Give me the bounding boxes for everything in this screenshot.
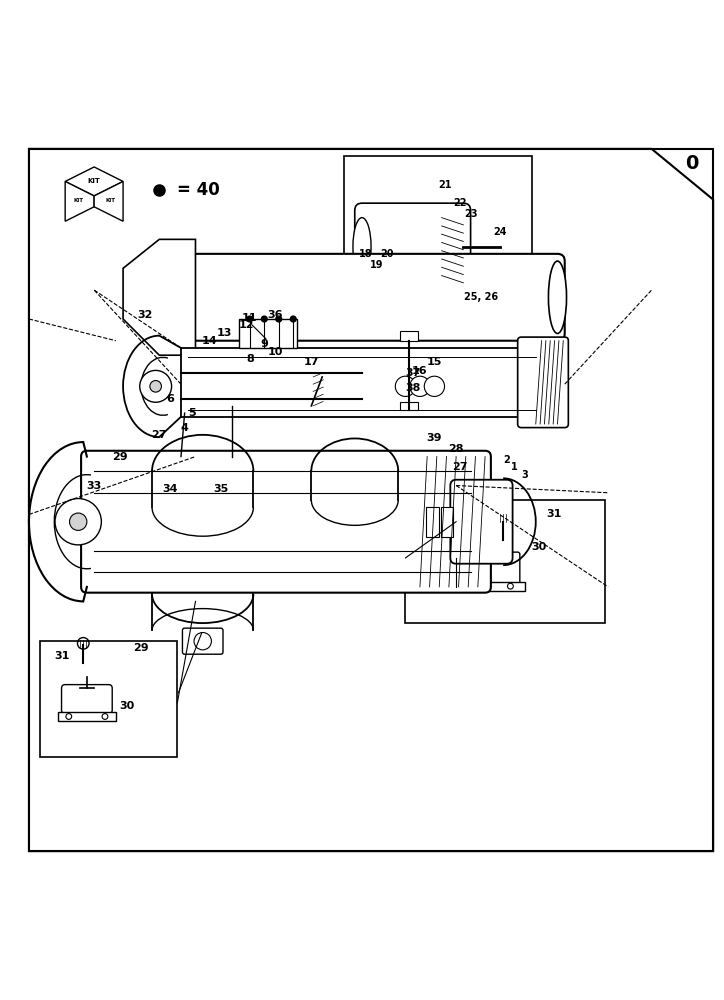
Text: KIT: KIT [88, 178, 101, 184]
Circle shape [290, 316, 296, 322]
FancyBboxPatch shape [518, 337, 568, 428]
FancyBboxPatch shape [81, 451, 491, 593]
Text: 29: 29 [133, 643, 149, 653]
Text: 30: 30 [119, 701, 135, 711]
Text: 35: 35 [213, 484, 229, 494]
Circle shape [150, 381, 161, 392]
Text: 4: 4 [181, 423, 188, 433]
FancyBboxPatch shape [426, 507, 439, 537]
Ellipse shape [549, 261, 566, 333]
Circle shape [55, 499, 101, 545]
Text: 38: 38 [405, 383, 421, 393]
Text: 37: 37 [405, 368, 421, 378]
Text: 15: 15 [426, 357, 442, 367]
Text: 32: 32 [137, 310, 153, 320]
Bar [239, 319, 297, 348]
FancyBboxPatch shape [62, 685, 112, 714]
Text: 5: 5 [188, 408, 195, 418]
Text: 34: 34 [162, 484, 178, 494]
Text: 1: 1 [510, 462, 518, 472]
FancyBboxPatch shape [181, 348, 543, 417]
Text: 31: 31 [546, 509, 562, 519]
Polygon shape [405, 500, 605, 623]
Text: 29: 29 [111, 452, 127, 462]
Circle shape [70, 513, 87, 530]
Bar [58, 712, 116, 721]
Text: 27: 27 [151, 430, 167, 440]
Text: 39: 39 [426, 433, 442, 443]
Text: 33: 33 [86, 481, 102, 491]
Text: 30: 30 [531, 542, 547, 552]
Text: 6: 6 [167, 394, 174, 404]
Text: = 40: = 40 [177, 181, 220, 199]
Polygon shape [344, 156, 532, 323]
Circle shape [424, 376, 445, 396]
Circle shape [395, 376, 416, 396]
Text: 14: 14 [202, 336, 218, 346]
Text: 17: 17 [303, 357, 319, 367]
Text: 11: 11 [242, 313, 258, 323]
Text: 9: 9 [261, 339, 268, 349]
FancyBboxPatch shape [450, 480, 513, 564]
Text: 31: 31 [54, 651, 70, 661]
FancyBboxPatch shape [458, 552, 520, 585]
Polygon shape [123, 239, 195, 355]
FancyBboxPatch shape [182, 628, 223, 654]
Text: 0: 0 [685, 154, 698, 173]
Ellipse shape [353, 218, 371, 276]
Circle shape [194, 632, 211, 650]
Circle shape [247, 316, 253, 322]
Text: 28: 28 [448, 444, 464, 454]
Text: 16: 16 [412, 366, 428, 376]
Polygon shape [65, 181, 94, 221]
Text: 24: 24 [493, 227, 506, 237]
Polygon shape [65, 167, 123, 196]
Circle shape [276, 316, 282, 322]
Text: 36: 36 [267, 310, 283, 320]
Circle shape [410, 376, 430, 396]
Text: 8: 8 [246, 354, 253, 364]
FancyBboxPatch shape [400, 402, 418, 410]
FancyBboxPatch shape [174, 254, 565, 341]
Circle shape [140, 370, 172, 402]
Text: 10: 10 [267, 347, 283, 357]
Text: 21: 21 [439, 180, 452, 190]
Text: 3: 3 [521, 470, 529, 480]
Text: 18: 18 [359, 249, 372, 259]
Text: 25, 26: 25, 26 [464, 292, 499, 302]
FancyBboxPatch shape [400, 331, 418, 341]
Text: 2: 2 [503, 455, 510, 465]
Bar [452, 582, 525, 590]
Text: 27: 27 [452, 462, 468, 472]
Text: KIT: KIT [73, 198, 83, 203]
FancyBboxPatch shape [441, 507, 453, 537]
Text: 22: 22 [453, 198, 467, 208]
FancyBboxPatch shape [355, 203, 471, 290]
Circle shape [261, 316, 267, 322]
Text: 20: 20 [381, 249, 394, 259]
Text: 13: 13 [216, 328, 232, 338]
Polygon shape [40, 641, 177, 757]
Text: KIT: KIT [105, 198, 115, 203]
Text: 19: 19 [370, 260, 383, 270]
Text: 12: 12 [238, 320, 254, 330]
Polygon shape [94, 181, 123, 221]
Text: 23: 23 [464, 209, 478, 219]
